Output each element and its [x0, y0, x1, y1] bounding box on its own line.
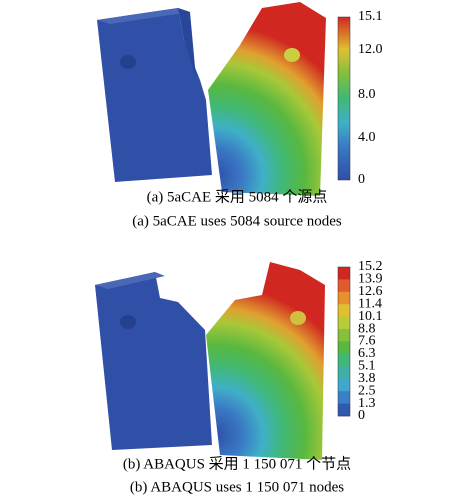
colorbar-label: 2.5 — [358, 383, 376, 398]
colorbar-label: 6.3 — [358, 346, 376, 361]
left-block — [97, 8, 212, 182]
left-block — [95, 272, 212, 450]
colorbar-label: 8.0 — [358, 87, 376, 102]
colorbar-label: 5.1 — [358, 359, 376, 374]
colorbar-band — [338, 353, 350, 367]
model-a — [97, 2, 326, 196]
colorbar-label: 12.0 — [358, 42, 383, 57]
caption: (a) 5aCAE 采用 5084 个源点 — [147, 188, 328, 205]
colorbar-label: 0 — [358, 408, 365, 423]
colorbar — [337, 16, 351, 181]
colorbar-label: 13.9 — [358, 272, 383, 287]
colorbar-band — [338, 366, 350, 380]
colorbar-label: 15.2 — [358, 259, 383, 274]
colorbar-label: 11.4 — [358, 296, 382, 311]
hole — [284, 48, 300, 62]
hole — [290, 311, 306, 325]
colorbar-band — [338, 341, 350, 355]
colorbar — [337, 266, 351, 417]
colorbar-band — [338, 304, 350, 317]
colorbar-label: 8.8 — [358, 321, 376, 336]
hole — [120, 315, 136, 329]
colorbar-band — [338, 279, 350, 293]
left-side — [178, 8, 196, 78]
colorbar-label: 3.8 — [358, 371, 376, 386]
colorbar-label: 0 — [358, 172, 365, 187]
colorbar-band — [338, 267, 350, 280]
caption: (b) ABAQUS 采用 1 150 071 个节点 — [123, 455, 351, 472]
colorbar-band — [338, 329, 350, 342]
colorbar-label: 15.1 — [358, 9, 383, 24]
colorbar-frame — [337, 266, 351, 417]
colorbar-band — [338, 291, 350, 305]
model-b — [95, 262, 325, 460]
left-top — [97, 8, 190, 24]
caption: (a) 5aCAE uses 5084 source nodes — [132, 213, 342, 229]
colorbar-label: 10.1 — [358, 309, 383, 324]
left-top — [95, 272, 165, 289]
colorbar-label: 1.3 — [358, 396, 376, 411]
colorbar-label: 12.6 — [358, 284, 383, 299]
colorbar-label: 7.6 — [358, 334, 376, 349]
colorbar-label: 4.0 — [358, 130, 376, 145]
colorbar-band — [338, 316, 350, 330]
colorbar-band — [338, 403, 350, 417]
hole — [120, 55, 136, 69]
colorbar-band — [338, 378, 350, 392]
colorbar-labels: 15.213.912.611.410.18.87.66.35.13.82.51.… — [358, 259, 383, 423]
caption: (b) ABAQUS uses 1 150 071 nodes — [130, 479, 344, 495]
colorbar-band — [338, 391, 350, 404]
right-block — [208, 2, 326, 196]
right-block — [206, 262, 325, 460]
